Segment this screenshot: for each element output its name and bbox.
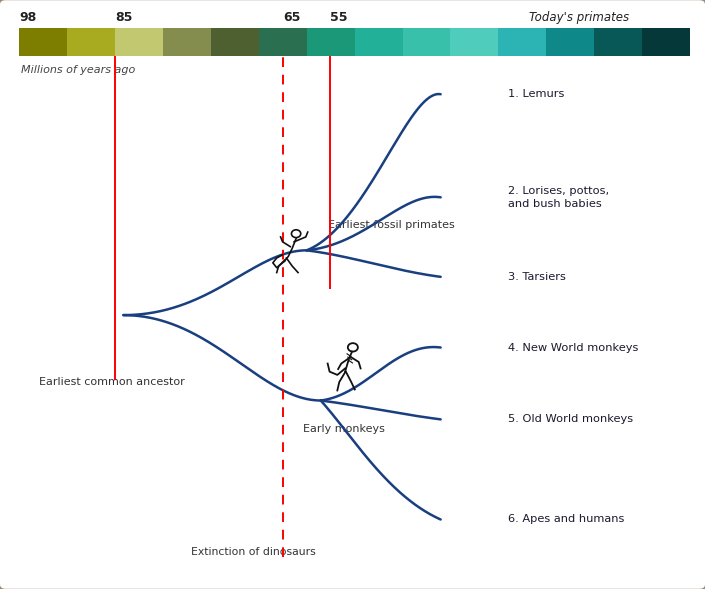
Bar [594,28,642,56]
Text: 55: 55 [331,11,348,24]
Bar [19,28,67,56]
Text: 65: 65 [283,11,300,24]
Bar [355,28,403,56]
Text: Early monkeys: Early monkeys [303,424,385,434]
Text: 2. Lorises, pottos,
and bush babies: 2. Lorises, pottos, and bush babies [508,186,608,209]
Bar [67,28,115,56]
Text: 4. New World monkeys: 4. New World monkeys [508,343,638,352]
Text: Earliest fossil primates: Earliest fossil primates [328,220,455,230]
Bar [450,28,498,56]
Bar [163,28,211,56]
Bar [211,28,259,56]
Text: 85: 85 [115,11,133,24]
Bar [403,28,450,56]
Text: Millions of years ago: Millions of years ago [21,65,135,75]
Text: 98: 98 [19,11,36,24]
Bar [498,28,546,56]
Bar [115,28,163,56]
Text: 1. Lemurs: 1. Lemurs [508,90,564,99]
Bar [546,28,594,56]
Bar [642,28,690,56]
Bar [307,28,355,56]
Bar [259,28,307,56]
Text: 5. Old World monkeys: 5. Old World monkeys [508,415,632,424]
Text: 3. Tarsiers: 3. Tarsiers [508,272,565,282]
Text: Earliest common ancestor: Earliest common ancestor [39,377,185,387]
Text: 6. Apes and humans: 6. Apes and humans [508,515,624,524]
Text: Today's primates: Today's primates [529,11,630,24]
Text: Extinction of dinosaurs: Extinction of dinosaurs [192,547,316,557]
